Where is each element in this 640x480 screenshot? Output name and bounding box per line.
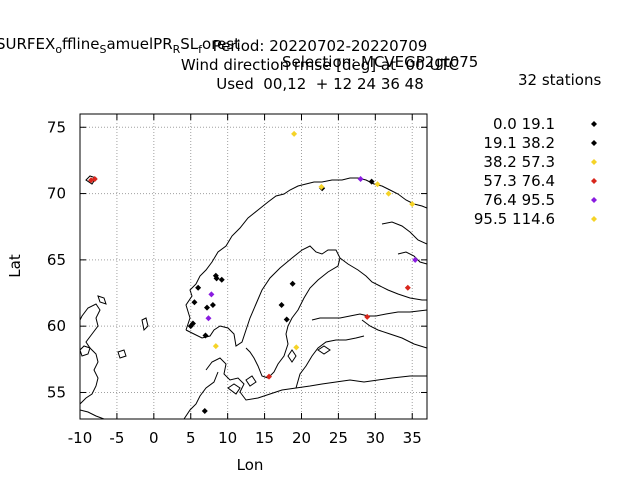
selection-label: Selection: MCVEGP2gt075 [282,53,479,71]
legend: 0.0 19.119.1 38.238.2 57.357.3 76.476.4 … [474,115,597,228]
station-markers [88,130,419,415]
station-point [385,190,392,197]
used-label: Used 00,12 + 12 24 36 48 [216,75,424,93]
station-point [409,201,416,208]
coastline-map [80,175,427,419]
x-axis-label: Lon [237,456,264,474]
legend-marker [591,159,597,165]
station-point [191,299,198,306]
station-point [218,276,225,283]
station-point [357,175,364,182]
x-tick-label: 0 [149,429,159,447]
station-point [283,316,290,323]
experiment-name: SURFEXofflineSamuelPRRSLforest [0,35,240,56]
legend-label: 57.3 76.4 [483,172,555,190]
station-point [289,280,296,287]
axis-ticks: -10 -5 0 5 10 15 20 25 30 35 55 60 65 70 75 [47,114,427,447]
grid-lines [79,114,427,419]
station-point [212,272,219,279]
station-point [208,291,215,298]
legend-marker [591,216,597,222]
station-point [212,343,219,350]
station-point [291,130,298,137]
period-label: Period: 20220702-20220709 [212,37,428,55]
y-tick-label: 75 [47,118,66,136]
legend-marker [591,121,597,127]
station-point [318,183,325,190]
legend-label: 76.4 95.5 [483,191,555,209]
legend-marker [591,140,597,146]
x-tick-label: -5 [109,429,124,447]
plot-frame [79,113,428,420]
station-point [364,313,371,320]
station-point [209,301,216,308]
station-point [278,301,285,308]
x-tick-label: 15 [255,429,274,447]
x-tick-label: 10 [218,429,237,447]
x-tick-label: 25 [329,429,348,447]
x-tick-label: 35 [403,429,422,447]
x-tick-label: -10 [68,429,93,447]
legend-label: 38.2 57.3 [483,153,555,171]
station-point [266,373,273,380]
x-tick-label: 20 [292,429,311,447]
x-tick-label: 30 [366,429,385,447]
station-point [205,315,212,322]
legend-label: 95.5 114.6 [474,210,555,228]
station-point [293,344,300,351]
variable-label: Wind direction rmse [deg] at 00 UTC [180,56,460,74]
station-point [195,284,202,291]
station-point [203,304,210,311]
station-point [404,284,411,291]
legend-label: 0.0 19.1 [493,115,555,133]
y-tick-label: 55 [47,383,66,401]
station-point [368,178,375,185]
station-count: 32 stations [518,71,602,89]
y-tick-label: 65 [47,251,66,269]
legend-label: 19.1 38.2 [483,134,555,152]
legend-marker [591,197,597,203]
x-tick-label: 5 [186,429,196,447]
y-tick-label: 70 [47,185,66,203]
station-point [91,175,98,182]
station-point [202,332,209,339]
station-point [412,256,419,263]
legend-marker [591,178,597,184]
station-point [374,181,381,188]
station-point [187,323,194,330]
station-point [201,408,208,415]
title-row-1: SURFEXofflineSamuelPRRSLforest Selection… [0,17,640,89]
y-tick-label: 60 [47,317,66,335]
y-axis-label: Lat [6,254,24,278]
